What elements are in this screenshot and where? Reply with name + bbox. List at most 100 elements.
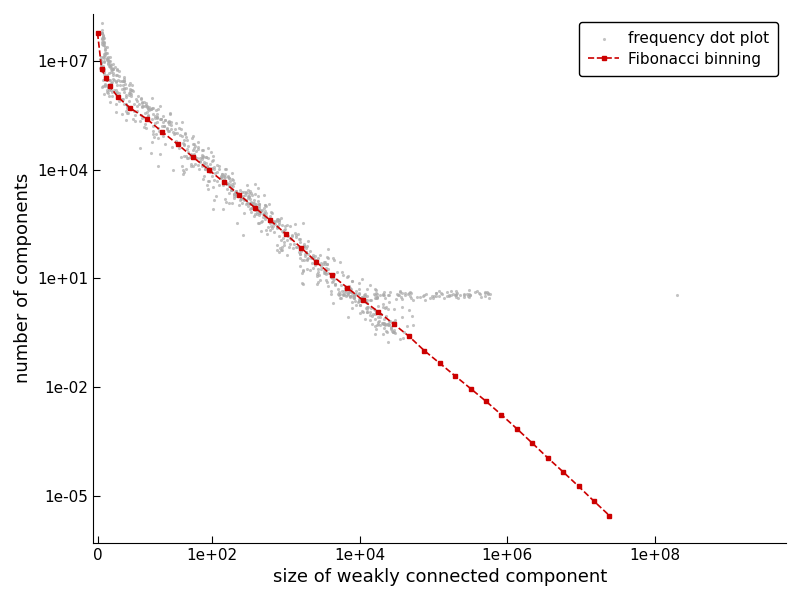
frequency dot plot	[155, 114, 168, 124]
frequency dot plot	[385, 322, 398, 332]
frequency dot plot	[322, 253, 334, 263]
frequency dot plot	[187, 161, 200, 170]
frequency dot plot	[348, 291, 361, 301]
frequency dot plot	[96, 30, 109, 40]
frequency dot plot	[126, 80, 138, 90]
frequency dot plot	[146, 121, 159, 130]
frequency dot plot	[463, 290, 476, 300]
frequency dot plot	[260, 208, 273, 218]
frequency dot plot	[354, 293, 366, 303]
frequency dot plot	[318, 257, 331, 266]
frequency dot plot	[318, 257, 331, 266]
frequency dot plot	[391, 290, 404, 300]
frequency dot plot	[237, 191, 250, 200]
frequency dot plot	[350, 290, 362, 299]
frequency dot plot	[390, 295, 403, 304]
frequency dot plot	[112, 88, 125, 98]
frequency dot plot	[127, 106, 140, 115]
frequency dot plot	[109, 71, 122, 80]
frequency dot plot	[268, 216, 281, 226]
frequency dot plot	[148, 113, 161, 123]
frequency dot plot	[176, 161, 189, 170]
frequency dot plot	[195, 154, 208, 163]
frequency dot plot	[98, 53, 110, 63]
frequency dot plot	[244, 197, 257, 206]
frequency dot plot	[335, 293, 348, 303]
frequency dot plot	[179, 128, 192, 137]
frequency dot plot	[218, 174, 231, 184]
frequency dot plot	[227, 191, 240, 201]
frequency dot plot	[121, 101, 134, 110]
frequency dot plot	[406, 320, 419, 330]
frequency dot plot	[206, 182, 219, 191]
frequency dot plot	[214, 173, 226, 183]
frequency dot plot	[385, 323, 398, 332]
frequency dot plot	[289, 229, 302, 238]
frequency dot plot	[95, 28, 108, 38]
frequency dot plot	[353, 296, 366, 305]
frequency dot plot	[109, 85, 122, 95]
frequency dot plot	[353, 295, 366, 304]
frequency dot plot	[242, 191, 255, 201]
frequency dot plot	[94, 58, 107, 68]
frequency dot plot	[450, 286, 462, 296]
frequency dot plot	[403, 292, 416, 301]
frequency dot plot	[134, 95, 147, 104]
frequency dot plot	[396, 302, 409, 311]
frequency dot plot	[290, 230, 303, 239]
frequency dot plot	[287, 243, 300, 253]
frequency dot plot	[325, 271, 338, 280]
frequency dot plot	[133, 99, 146, 109]
frequency dot plot	[154, 101, 166, 111]
frequency dot plot	[333, 287, 346, 297]
frequency dot plot	[217, 171, 230, 181]
frequency dot plot	[354, 300, 366, 310]
frequency dot plot	[95, 67, 108, 76]
frequency dot plot	[279, 221, 292, 231]
frequency dot plot	[188, 139, 201, 149]
frequency dot plot	[386, 327, 399, 337]
frequency dot plot	[281, 251, 294, 260]
frequency dot plot	[478, 291, 491, 301]
frequency dot plot	[156, 111, 169, 121]
frequency dot plot	[125, 104, 138, 113]
frequency dot plot	[97, 38, 110, 48]
Fibonacci binning	[266, 217, 275, 224]
frequency dot plot	[382, 316, 395, 326]
frequency dot plot	[265, 208, 278, 217]
frequency dot plot	[196, 152, 209, 161]
frequency dot plot	[338, 290, 351, 299]
frequency dot plot	[326, 274, 338, 283]
frequency dot plot	[102, 82, 114, 92]
frequency dot plot	[265, 221, 278, 230]
frequency dot plot	[102, 68, 115, 77]
frequency dot plot	[144, 149, 157, 158]
frequency dot plot	[221, 179, 234, 189]
frequency dot plot	[232, 191, 245, 201]
frequency dot plot	[207, 175, 220, 185]
frequency dot plot	[345, 287, 358, 296]
frequency dot plot	[136, 113, 149, 122]
frequency dot plot	[218, 169, 231, 178]
frequency dot plot	[355, 293, 368, 302]
frequency dot plot	[356, 293, 369, 303]
frequency dot plot	[134, 116, 146, 125]
frequency dot plot	[398, 288, 411, 298]
frequency dot plot	[241, 191, 254, 200]
frequency dot plot	[240, 187, 253, 197]
frequency dot plot	[435, 289, 448, 299]
frequency dot plot	[118, 87, 130, 97]
Fibonacci binning	[158, 128, 167, 136]
frequency dot plot	[115, 84, 128, 94]
frequency dot plot	[118, 72, 130, 82]
frequency dot plot	[253, 211, 266, 220]
frequency dot plot	[373, 290, 386, 300]
frequency dot plot	[363, 280, 376, 290]
frequency dot plot	[180, 132, 193, 142]
frequency dot plot	[418, 295, 431, 305]
frequency dot plot	[284, 221, 297, 231]
frequency dot plot	[246, 203, 258, 213]
frequency dot plot	[173, 123, 186, 133]
frequency dot plot	[218, 173, 231, 182]
frequency dot plot	[141, 107, 154, 116]
